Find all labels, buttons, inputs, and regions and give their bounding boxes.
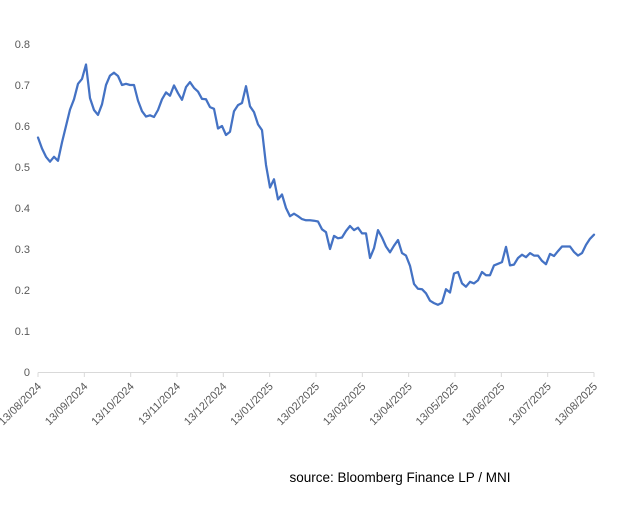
x-tick-label: 13/09/2024 bbox=[43, 381, 90, 428]
y-tick-label: 0.8 bbox=[15, 39, 30, 51]
x-tick-label: 13/08/2024 bbox=[0, 381, 44, 428]
source-caption: source: Bloomberg Finance LP / MNI bbox=[289, 470, 511, 485]
x-tick-label: 13/01/2025 bbox=[228, 381, 275, 428]
x-tick-label: 13/06/2025 bbox=[460, 381, 507, 428]
y-tick-label: 0.1 bbox=[15, 326, 30, 338]
x-tick-label: 13/05/2025 bbox=[414, 381, 461, 428]
x-tick-label: 13/07/2025 bbox=[506, 381, 553, 428]
y-tick-label: 0.5 bbox=[15, 162, 30, 174]
x-axis bbox=[37, 372, 595, 377]
x-tick-label: 13/12/2024 bbox=[182, 381, 229, 428]
x-tick-label: 13/11/2024 bbox=[136, 381, 183, 428]
y-tick-label: 0.4 bbox=[15, 203, 30, 215]
y-tick-label: 0 bbox=[24, 367, 30, 379]
x-tick-label: 13/03/2025 bbox=[321, 381, 368, 428]
x-tick-label: 13/08/2025 bbox=[553, 381, 600, 428]
y-tick-label: 0.3 bbox=[15, 244, 30, 256]
y-tick-label: 0.2 bbox=[15, 285, 30, 297]
x-tick-label: 13/02/2025 bbox=[275, 381, 322, 428]
x-tick-label: 13/10/2024 bbox=[89, 381, 136, 428]
line-chart: 0 0.1 0.2 0.3 0.4 0.5 0.6 0.7 0.8 13/08/202413/09… bbox=[0, 39, 600, 428]
y-tick-label: 0.6 bbox=[15, 121, 30, 133]
y-tick-label: 0.7 bbox=[15, 80, 30, 92]
y-axis-labels: 0 0.1 0.2 0.3 0.4 0.5 0.6 0.7 0.8 bbox=[15, 39, 30, 379]
data-series-line bbox=[36, 63, 596, 306]
x-tick-label: 13/04/2025 bbox=[367, 381, 414, 428]
